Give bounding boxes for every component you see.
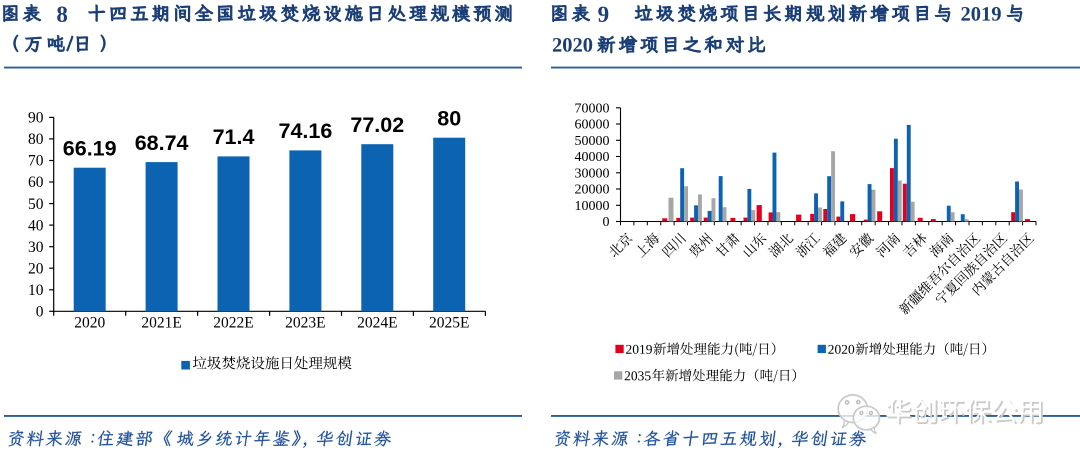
svg-text:60: 60 — [28, 174, 44, 191]
svg-text:2020: 2020 — [74, 314, 105, 331]
svg-text:77.02: 77.02 — [350, 113, 404, 137]
svg-text:80: 80 — [28, 131, 44, 148]
svg-text:66.19: 66.19 — [63, 136, 117, 160]
svg-text:30000: 30000 — [575, 166, 610, 181]
svg-text:0: 0 — [603, 215, 610, 230]
svg-text:70: 70 — [28, 153, 44, 170]
svg-text:10: 10 — [28, 282, 44, 299]
svg-text:2025E: 2025E — [429, 314, 469, 331]
svg-text:74.16: 74.16 — [278, 119, 332, 143]
svg-text:50: 50 — [28, 196, 44, 213]
svg-text:40: 40 — [28, 217, 44, 234]
svg-text:90: 90 — [28, 110, 44, 127]
svg-text:80: 80 — [437, 106, 461, 130]
svg-text:10000: 10000 — [575, 199, 610, 214]
svg-text:40000: 40000 — [575, 150, 610, 165]
svg-text:2021E: 2021E — [141, 314, 181, 331]
svg-text:70000: 70000 — [575, 101, 610, 116]
svg-text:30: 30 — [28, 239, 44, 256]
svg-text:20000: 20000 — [575, 183, 610, 198]
svg-text:50000: 50000 — [575, 134, 610, 149]
svg-text:71.4: 71.4 — [213, 125, 255, 149]
svg-text:68.74: 68.74 — [135, 131, 189, 155]
svg-text:60000: 60000 — [575, 118, 610, 133]
svg-text:0: 0 — [36, 304, 44, 321]
svg-text:2022E: 2022E — [213, 314, 253, 331]
svg-text:2024E: 2024E — [357, 314, 397, 331]
svg-text:2023E: 2023E — [285, 314, 325, 331]
svg-text:20: 20 — [28, 260, 44, 277]
